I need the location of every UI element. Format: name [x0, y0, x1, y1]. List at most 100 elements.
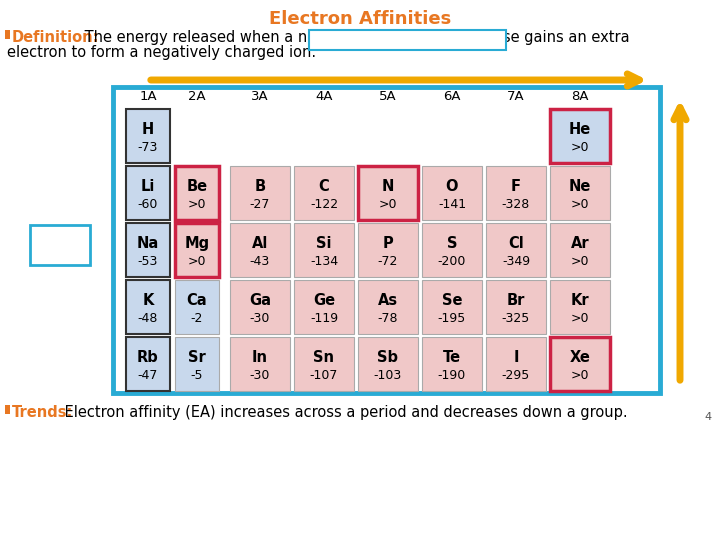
Text: -30: -30 — [250, 312, 270, 326]
Text: M (g) + e⁾(∞) → M⁾(g): M (g) + e⁾(∞) → M⁾(g) — [341, 33, 474, 46]
Bar — [550, 109, 610, 163]
Text: -325: -325 — [502, 312, 530, 326]
Bar — [230, 166, 290, 220]
Text: 6A: 6A — [444, 90, 461, 103]
Text: Br: Br — [507, 293, 525, 308]
Text: Kr: Kr — [571, 293, 589, 308]
Text: Be: Be — [186, 179, 207, 194]
Text: The energy released when a neutral atom in the gas phase gains an extra: The energy released when a neutral atom … — [80, 30, 629, 45]
Text: 7A: 7A — [507, 90, 525, 103]
Text: >0: >0 — [188, 198, 206, 211]
Text: Li: Li — [141, 179, 156, 194]
Bar — [175, 280, 219, 334]
Text: Mg: Mg — [184, 236, 210, 251]
Text: Definition:: Definition: — [12, 30, 99, 45]
Text: -349: -349 — [502, 255, 530, 268]
Text: Se: Se — [442, 293, 462, 308]
Bar — [422, 223, 482, 277]
Text: S: S — [446, 236, 457, 251]
Bar — [550, 280, 610, 334]
Text: He: He — [569, 122, 591, 137]
Bar — [175, 223, 219, 277]
Text: Sr: Sr — [188, 350, 206, 365]
Bar — [550, 337, 610, 391]
Bar — [126, 280, 170, 334]
Text: -134: -134 — [310, 255, 338, 268]
Text: -73: -73 — [138, 141, 158, 154]
Text: N: N — [382, 179, 394, 194]
Text: -195: -195 — [438, 312, 466, 326]
Bar — [175, 166, 219, 220]
Bar — [113, 87, 660, 393]
Text: P: P — [382, 236, 393, 251]
FancyBboxPatch shape — [309, 30, 506, 50]
Text: -47: -47 — [138, 369, 158, 382]
Bar — [126, 223, 170, 277]
Text: 4A: 4A — [315, 90, 333, 103]
Text: F: F — [511, 179, 521, 194]
Text: I: I — [513, 350, 518, 365]
Bar — [5, 405, 10, 414]
FancyBboxPatch shape — [30, 225, 90, 265]
Text: In: In — [252, 350, 268, 365]
Text: Ne: Ne — [569, 179, 591, 194]
Text: -43: -43 — [250, 255, 270, 268]
Text: 1A: 1A — [139, 90, 157, 103]
Text: -190: -190 — [438, 369, 466, 382]
Bar — [486, 166, 546, 220]
Text: Rb: Rb — [137, 350, 159, 365]
Bar — [358, 337, 418, 391]
Text: >0: >0 — [571, 312, 589, 326]
Text: H: H — [142, 122, 154, 137]
Text: electron to form a negatively charged ion.: electron to form a negatively charged io… — [7, 45, 316, 60]
Text: -78: -78 — [378, 312, 398, 326]
Text: -328: -328 — [502, 198, 530, 211]
Text: Xe: Xe — [570, 350, 590, 365]
Bar — [486, 223, 546, 277]
Bar — [358, 280, 418, 334]
Text: >0: >0 — [379, 198, 397, 211]
Text: -48: -48 — [138, 312, 158, 326]
Text: 5A: 5A — [379, 90, 397, 103]
Text: -295: -295 — [502, 369, 530, 382]
Text: As: As — [378, 293, 398, 308]
Bar — [294, 337, 354, 391]
Text: >0: >0 — [188, 255, 206, 268]
Text: Electron Affinities: Electron Affinities — [269, 10, 451, 28]
Text: -2: -2 — [191, 312, 203, 326]
Text: Electron affinity (EA) increases across a period and decreases down a group.: Electron affinity (EA) increases across … — [60, 405, 628, 420]
Bar — [422, 337, 482, 391]
Bar — [126, 166, 170, 220]
Bar — [230, 280, 290, 334]
Text: EA in: EA in — [45, 233, 75, 246]
Bar — [230, 223, 290, 277]
Text: Na: Na — [137, 236, 159, 251]
Text: Te: Te — [443, 350, 461, 365]
Bar — [126, 109, 170, 163]
Text: Cl: Cl — [508, 236, 524, 251]
Text: Ar: Ar — [571, 236, 589, 251]
Text: 8A: 8A — [571, 90, 589, 103]
Text: B: B — [254, 179, 266, 194]
Text: Ge: Ge — [313, 293, 335, 308]
Text: -141: -141 — [438, 198, 466, 211]
Text: kJ mol⁻¹: kJ mol⁻¹ — [37, 246, 84, 260]
Text: Si: Si — [316, 236, 332, 251]
Bar — [358, 166, 418, 220]
Text: 3A: 3A — [251, 90, 269, 103]
Text: >0: >0 — [571, 369, 589, 382]
Bar — [422, 280, 482, 334]
Text: -103: -103 — [374, 369, 402, 382]
Bar — [486, 337, 546, 391]
Bar — [230, 337, 290, 391]
Text: -60: -60 — [138, 198, 158, 211]
Text: >0: >0 — [571, 255, 589, 268]
Text: -119: -119 — [310, 312, 338, 326]
Text: Trends:: Trends: — [12, 405, 73, 420]
Text: -53: -53 — [138, 255, 158, 268]
Text: Ca: Ca — [186, 293, 207, 308]
Text: -122: -122 — [310, 198, 338, 211]
Text: -107: -107 — [310, 369, 338, 382]
Text: Sn: Sn — [313, 350, 335, 365]
Text: 4: 4 — [705, 412, 712, 422]
